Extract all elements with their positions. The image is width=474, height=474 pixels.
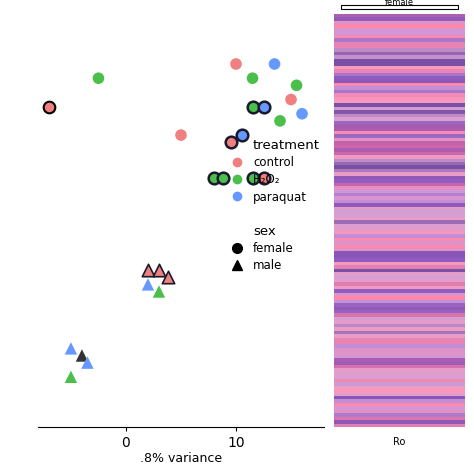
Point <box>227 138 234 146</box>
Point <box>276 117 284 125</box>
Point <box>260 103 267 110</box>
Point <box>144 266 152 274</box>
Point <box>249 74 256 82</box>
Point <box>238 131 246 139</box>
Point <box>67 345 75 352</box>
Point <box>271 60 278 68</box>
Point <box>78 352 86 359</box>
Point <box>83 359 91 366</box>
Point <box>210 174 218 182</box>
Legend: treatment, control, H₂O₂, paraquat, , sex, female, male: treatment, control, H₂O₂, paraquat, , se… <box>221 136 324 275</box>
Text: contro
female: contro female <box>385 0 414 8</box>
Point <box>155 288 163 295</box>
Point <box>164 273 172 281</box>
Point <box>45 103 53 110</box>
Point <box>260 174 267 182</box>
Text: Ro: Ro <box>393 437 406 447</box>
Point <box>219 174 227 182</box>
Point <box>249 103 256 110</box>
FancyBboxPatch shape <box>341 5 458 9</box>
Point <box>298 110 306 118</box>
Point <box>293 82 301 89</box>
Point <box>144 281 152 288</box>
Point <box>155 266 163 274</box>
Point <box>232 60 240 68</box>
X-axis label: .8% variance: .8% variance <box>140 452 222 465</box>
Point <box>67 373 75 381</box>
Point <box>95 74 102 82</box>
Point <box>177 131 185 139</box>
Point <box>249 174 256 182</box>
Point <box>287 96 295 103</box>
